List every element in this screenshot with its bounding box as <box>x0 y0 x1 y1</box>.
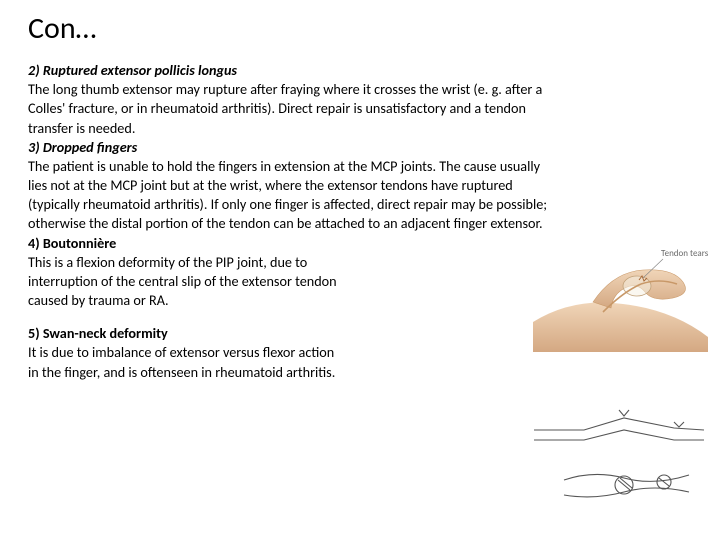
section3-line3: (typically rheumatoid arthritis). If onl… <box>28 195 692 214</box>
section3-line4: otherwise the distal portion of the tend… <box>28 214 692 233</box>
section4-line3: caused by trauma or RA. <box>28 291 428 310</box>
section2-line2: Colles' fracture, or in rheumatoid arthr… <box>28 99 692 118</box>
section2-line3: transfer is needed. <box>28 119 692 138</box>
section2-heading: 2) Ruptured extensor pollicis longus <box>28 61 692 80</box>
tendon-label: Tendon tears <box>661 248 708 259</box>
slide-title: Con… <box>28 10 692 47</box>
hand-illustration: Tendon tears <box>533 242 708 352</box>
swan-neck-illustration <box>524 400 714 515</box>
section2-line1: The long thumb extensor may rupture afte… <box>28 80 692 99</box>
section4-line1: This is a flexion deformity of the PIP j… <box>28 253 428 272</box>
section3-line1: The patient is unable to hold the finger… <box>28 157 692 176</box>
section3-heading: 3) Dropped fingers <box>28 138 692 157</box>
section4-line2: interruption of the central slip of the … <box>28 272 428 291</box>
section3-line2: lies not at the MCP joint but at the wri… <box>28 176 692 195</box>
section5-line2: in the finger, and is oftenseen in rheum… <box>28 363 428 382</box>
section5-line1: It is due to imbalance of extensor versu… <box>28 343 428 362</box>
